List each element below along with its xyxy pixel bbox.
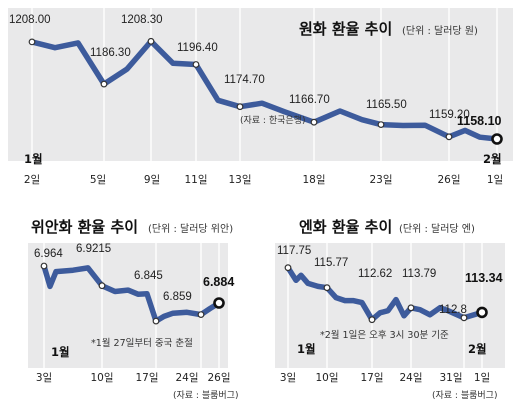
- jpy-chart-source: (자료 : 블룸버그): [432, 390, 497, 401]
- cny-chart-source: (자료 : 블룸버그): [173, 390, 238, 401]
- cny-month-label: 1월: [51, 345, 70, 359]
- krw-tick-label: 9일: [144, 173, 160, 186]
- jpy-tick-label: 31일: [439, 371, 462, 384]
- krw-value-label: 1166.70: [289, 94, 330, 106]
- cny-value-label: 6.859: [163, 291, 192, 303]
- jpy-value-label-latest: 113.34: [465, 271, 503, 285]
- cny-tick-label: 17일: [135, 371, 158, 384]
- jpy-value-label: 117.75: [277, 245, 311, 257]
- cny-value-label-latest: 6.884: [203, 275, 234, 289]
- jpy-value-label: 112.62: [358, 268, 392, 280]
- krw-data-point: [100, 80, 108, 88]
- krw-tick-label: 18일: [302, 173, 325, 186]
- krw-data-points: [28, 37, 503, 145]
- krw-chart-source: (자료 : 한국은행): [240, 114, 305, 126]
- jpy-month-label: 2월: [468, 342, 487, 356]
- cny-data-point: [40, 262, 48, 270]
- krw-value-label: 1159.20: [429, 109, 470, 121]
- jpy-value-label: 115.77: [314, 257, 348, 269]
- jpy-data-points: [284, 264, 488, 324]
- jpy-tick-label: 1일: [474, 371, 490, 384]
- jpy-tick-label: 10일: [315, 371, 338, 384]
- krw-month-label: 1월: [24, 152, 43, 166]
- cny-chart-note: *1월 27일부터 중국 춘절: [91, 337, 193, 349]
- krw-value-label: 1208.00: [9, 14, 51, 26]
- krw-chart-subtitle: (단위 : 달러당 원): [402, 24, 478, 37]
- krw-tick-label: 26일: [437, 173, 460, 186]
- jpy-chart-note: *2월 1일은 오후 3시 30분 기준: [320, 329, 449, 341]
- krw-chart-title: 원화 환율 추이: [299, 20, 392, 38]
- krw-chart: 원화 환율 추이 (단위 : 달러당 원) (자료 : 한국은행) 1208.0…: [8, 8, 513, 186]
- cny-tick-label: 26일: [207, 371, 230, 384]
- cny-chart-background: [28, 243, 228, 368]
- cny-data-point: [152, 317, 160, 325]
- cny-tick-label: 10일: [90, 371, 113, 384]
- krw-tick-label: 13일: [228, 173, 251, 186]
- krw-tick-label: 11일: [184, 173, 207, 186]
- jpy-series-line: [285, 264, 485, 323]
- krw-data-point: [192, 61, 200, 68]
- cny-chart-subtitle: (단위 : 달러당 위안): [148, 222, 233, 235]
- krw-chart-background: [8, 8, 513, 161]
- jpy-value-label: 112.8: [439, 304, 467, 316]
- cny-value-label: 6.9215: [76, 243, 111, 255]
- jpy-data-point: [368, 316, 376, 324]
- cny-tick-label: 24일: [175, 371, 198, 384]
- krw-tick-label: 23일: [369, 173, 392, 186]
- cny-chart: 위안화 환율 추이 (단위 : 달러당 위안) *1월 27일부터 중국 춘절 …: [28, 218, 238, 401]
- jpy-chart: 엔화 환율 추이 (단위 : 달러당 엔) *2월 1일은 오후 3시 30분 …: [275, 218, 505, 401]
- cny-data-point: [98, 282, 106, 290]
- jpy-tick-label: 17일: [360, 371, 383, 384]
- krw-value-label: 1196.40: [177, 42, 218, 54]
- krw-value-label: 1208.30: [121, 14, 163, 26]
- krw-data-point: [147, 37, 155, 45]
- krw-data-point: [445, 133, 453, 141]
- jpy-latest-point: [476, 306, 488, 319]
- krw-data-point: [310, 118, 318, 126]
- krw-series-line: [29, 38, 500, 142]
- jpy-data-point: [407, 304, 415, 312]
- jpy-chart-subtitle: (단위 : 달러당 엔): [399, 222, 475, 235]
- jpy-data-point: [323, 284, 331, 292]
- cny-tick-label: 3일: [36, 371, 52, 384]
- krw-value-label: 1186.30: [90, 47, 131, 59]
- krw-latest-point: [491, 133, 503, 145]
- jpy-chart-title: 엔화 환율 추이: [299, 218, 392, 236]
- jpy-month-label: 1월: [297, 342, 316, 356]
- cny-value-label: 6.964: [34, 248, 63, 260]
- krw-data-point: [28, 38, 36, 46]
- jpy-value-label: 113.79: [402, 268, 436, 280]
- cny-series-line: [41, 263, 222, 324]
- krw-tick-label: 2일: [24, 173, 40, 186]
- krw-tick-label: 5일: [90, 173, 106, 186]
- krw-value-label: 1174.70: [224, 74, 265, 86]
- cny-value-label: 6.845: [134, 270, 163, 282]
- krw-data-point: [377, 121, 385, 128]
- jpy-data-point: [284, 264, 292, 272]
- jpy-tick-label: 3일: [280, 371, 296, 384]
- jpy-data-point: [460, 314, 468, 322]
- krw-month-label: 2월: [483, 152, 502, 166]
- krw-tick-label: 1일: [487, 173, 503, 186]
- jpy-tick-label: 24일: [399, 371, 422, 384]
- krw-value-label-latest: 1158.10: [457, 114, 502, 128]
- cny-data-points: [40, 262, 225, 325]
- cny-chart-title: 위안화 환율 추이: [31, 218, 138, 236]
- cny-latest-point: [213, 297, 225, 309]
- krw-data-point: [236, 103, 244, 111]
- krw-value-label: 1165.50: [366, 99, 407, 111]
- cny-data-point: [197, 311, 205, 319]
